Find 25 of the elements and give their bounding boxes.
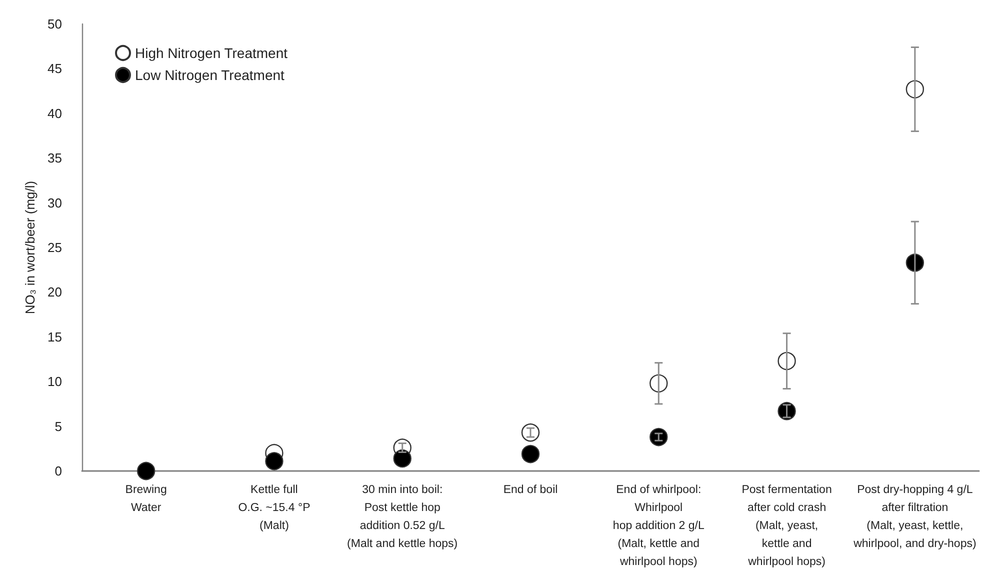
x-tick-label: Post fermentation after cold crash (Malt, yeast, kettle and whirlpool hops) <box>742 484 832 568</box>
y-tick-label: 10 <box>48 374 62 390</box>
legend-label: High Nitrogen Treatment <box>135 45 288 61</box>
y-tick-label: 40 <box>48 106 62 121</box>
legend-label: Low Nitrogen Treatment <box>135 67 285 83</box>
point <box>265 452 284 470</box>
x-tick-label: 30 min into boil: Post kettle hop addition 0.52 g/L (Malt and kettle hops) <box>347 484 458 550</box>
x-tick-label: Post dry-hopping 4 g/L after filtration (Malt, yeast, kettle, whirlpool, and dry-hops) <box>852 484 976 550</box>
y-tick-label: 50 <box>48 16 62 32</box>
y-tick-label: 25 <box>48 240 62 255</box>
y-tick-label: 35 <box>48 150 62 166</box>
y-tick-label: 15 <box>48 329 62 344</box>
y-tick-label: 30 <box>48 195 62 210</box>
x-tick-label: Brewing Water <box>125 484 167 514</box>
x-tick-label: End of boil <box>503 484 558 496</box>
point <box>521 444 540 464</box>
x-tick-label: End of whirlpool: Whirlpool hop addition 2 g/L (Malt, kettle and whirlpool hops) <box>612 484 705 568</box>
y-tick-label: 45 <box>48 61 62 76</box>
point <box>393 449 412 468</box>
y-tick-label: 20 <box>48 284 62 300</box>
y-axis-title: NO₃ in wort/beer (mg/l) <box>22 180 38 314</box>
point <box>136 462 156 480</box>
y-tick-label: 0 <box>54 464 62 478</box>
x-tick-label: Kettle full O.G. ~15.4 °P (Malt) <box>238 484 311 532</box>
y-tick-label: 5 <box>54 418 62 434</box>
